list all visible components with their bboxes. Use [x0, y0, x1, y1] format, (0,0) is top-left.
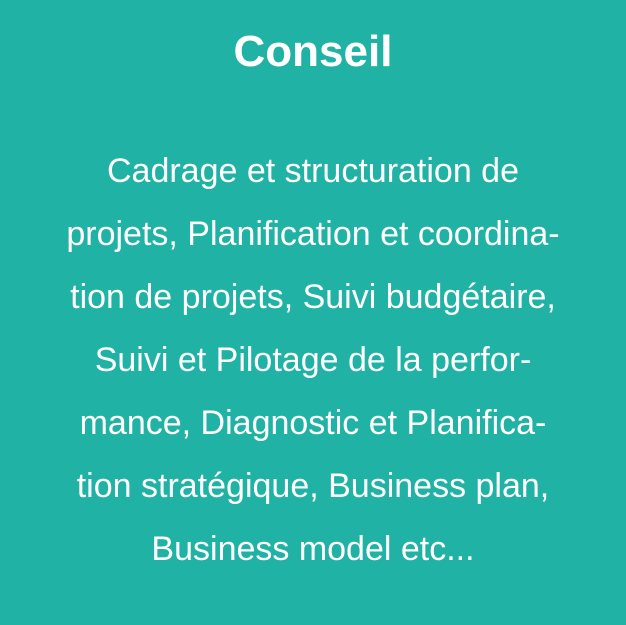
- card-description: Cadrage et structuration de projets, Pla…: [0, 140, 626, 581]
- description-line: tion stratégique, Business plan,: [76, 467, 550, 505]
- description-line: projets, Planification et coordina-: [66, 215, 560, 253]
- card-title: Conseil: [233, 27, 393, 76]
- description-line: mance, Diagnostic et Planifica-: [79, 404, 547, 442]
- description-line: Suivi et Pilotage de la perfor-: [94, 341, 532, 379]
- description-line: tion de projets, Suivi budgétaire,: [70, 278, 556, 316]
- description-line: Cadrage et structuration de: [106, 152, 520, 190]
- description-line: Business model etc...: [151, 530, 475, 568]
